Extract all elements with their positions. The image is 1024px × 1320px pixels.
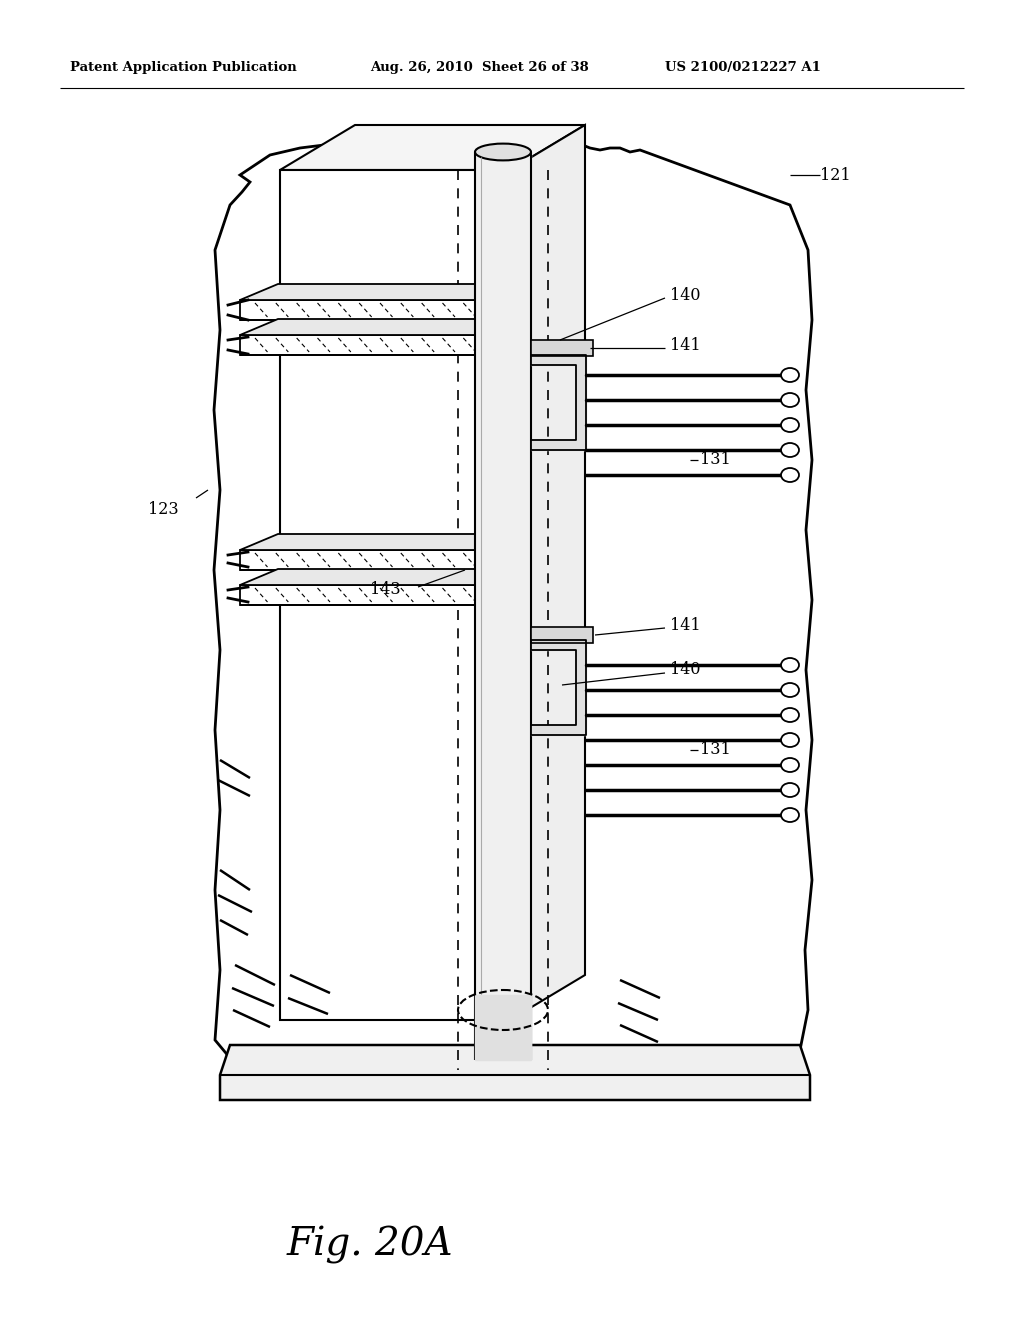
Polygon shape: [490, 569, 528, 605]
Text: Aug. 26, 2010  Sheet 26 of 38: Aug. 26, 2010 Sheet 26 of 38: [370, 62, 589, 74]
Ellipse shape: [781, 393, 799, 407]
Ellipse shape: [781, 657, 799, 672]
Ellipse shape: [781, 758, 799, 772]
Polygon shape: [475, 995, 531, 1060]
Text: Fig. 20A: Fig. 20A: [287, 1226, 454, 1265]
Polygon shape: [240, 335, 490, 355]
Polygon shape: [240, 535, 528, 550]
Text: 143: 143: [370, 582, 400, 598]
Ellipse shape: [475, 144, 531, 161]
Polygon shape: [531, 355, 586, 450]
Text: 141: 141: [670, 616, 700, 634]
Ellipse shape: [781, 444, 799, 457]
Polygon shape: [240, 585, 490, 605]
Polygon shape: [214, 129, 812, 1074]
Polygon shape: [490, 319, 528, 355]
Text: US 2100/0212227 A1: US 2100/0212227 A1: [665, 62, 821, 74]
Polygon shape: [240, 319, 528, 335]
Polygon shape: [240, 569, 528, 585]
Ellipse shape: [781, 418, 799, 432]
Ellipse shape: [781, 469, 799, 482]
Text: 141: 141: [670, 337, 700, 354]
Polygon shape: [240, 550, 490, 570]
Polygon shape: [220, 1045, 810, 1100]
Polygon shape: [280, 125, 585, 170]
Polygon shape: [475, 152, 531, 1060]
Ellipse shape: [781, 682, 799, 697]
Ellipse shape: [781, 733, 799, 747]
Ellipse shape: [781, 808, 799, 822]
Polygon shape: [531, 640, 586, 735]
Polygon shape: [490, 284, 528, 319]
Ellipse shape: [781, 368, 799, 381]
Text: 123: 123: [148, 502, 178, 519]
Ellipse shape: [781, 783, 799, 797]
Polygon shape: [240, 284, 528, 300]
Polygon shape: [531, 341, 593, 356]
Text: 131: 131: [700, 451, 731, 469]
Text: 140: 140: [670, 661, 700, 678]
Ellipse shape: [781, 708, 799, 722]
Polygon shape: [510, 125, 585, 1020]
Polygon shape: [490, 535, 528, 570]
Polygon shape: [240, 300, 490, 319]
Polygon shape: [531, 627, 593, 643]
Text: Patent Application Publication: Patent Application Publication: [70, 62, 297, 74]
Text: 121: 121: [820, 166, 851, 183]
Text: 140: 140: [670, 286, 700, 304]
Polygon shape: [280, 170, 510, 1020]
Text: 131: 131: [700, 742, 731, 759]
